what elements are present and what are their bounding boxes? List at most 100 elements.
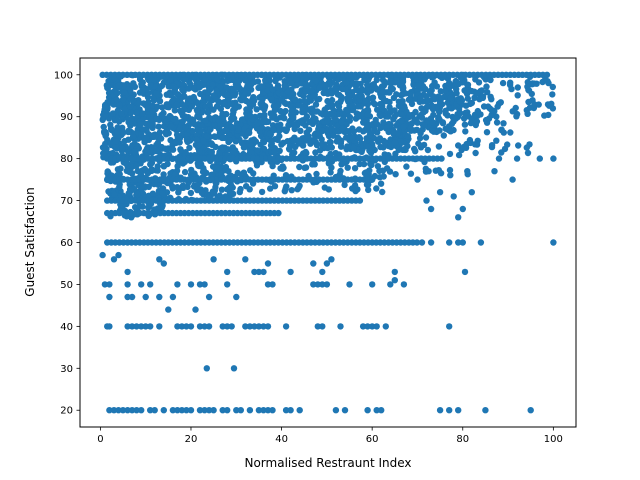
data-point: [278, 96, 286, 103]
data-point: [543, 71, 551, 79]
y-tick-label: 70: [60, 196, 73, 207]
data-point: [467, 119, 475, 127]
data-point: [345, 128, 352, 135]
y-axis: 20 30 40 50 60 70 80 90 100: [54, 70, 80, 417]
data-point: [145, 76, 153, 84]
data-point: [442, 125, 449, 132]
data-point: [230, 115, 238, 122]
data-point: [143, 146, 150, 153]
data-point: [260, 139, 268, 146]
data-point: [149, 133, 156, 140]
data-point: [392, 171, 399, 178]
data-point: [223, 84, 230, 91]
data-point: [302, 122, 309, 129]
data-point: [194, 182, 201, 190]
data-point: [266, 130, 273, 138]
data-point: [276, 147, 283, 154]
data-point: [183, 407, 190, 414]
data-point: [464, 81, 472, 89]
data-point: [218, 186, 226, 193]
data-point: [334, 91, 341, 98]
data-point: [155, 123, 162, 130]
data-point: [264, 281, 272, 288]
data-point: [488, 96, 495, 103]
data-point: [147, 323, 154, 330]
data-point: [282, 107, 289, 115]
data-point: [499, 79, 507, 87]
data-point: [376, 174, 384, 181]
data-point: [147, 161, 154, 168]
data-point: [312, 108, 319, 115]
data-point: [191, 120, 198, 128]
data-point: [310, 281, 317, 288]
data-point: [181, 168, 189, 176]
data-point: [452, 115, 460, 122]
data-point: [258, 83, 266, 90]
data-point: [138, 281, 145, 288]
data-point: [351, 165, 359, 172]
data-point: [174, 323, 181, 330]
data-point: [316, 95, 323, 103]
data-point: [442, 107, 449, 115]
data-point: [134, 190, 141, 198]
data-point: [162, 129, 169, 136]
data-point: [213, 87, 220, 94]
data-point: [545, 111, 552, 119]
data-point: [427, 239, 435, 246]
data-point: [373, 121, 380, 128]
y-tick-label: 50: [60, 280, 73, 291]
data-point: [339, 85, 346, 93]
data-point: [488, 142, 496, 149]
data-point: [467, 139, 474, 147]
data-point: [335, 103, 343, 110]
data-point: [246, 323, 254, 330]
data-point: [549, 83, 556, 91]
data-point: [217, 122, 224, 129]
data-point: [346, 281, 353, 288]
data-point: [117, 165, 124, 172]
data-point: [376, 111, 383, 118]
data-point: [102, 130, 110, 138]
data-point: [192, 306, 199, 313]
data-point: [267, 137, 275, 145]
data-point: [316, 147, 324, 154]
data-point: [354, 80, 361, 88]
data-point: [302, 115, 310, 122]
data-point: [407, 170, 415, 177]
data-point: [373, 185, 380, 192]
data-point: [236, 188, 243, 196]
data-point: [264, 407, 272, 414]
data-point: [137, 121, 144, 128]
data-point: [421, 122, 428, 129]
data-point: [139, 110, 146, 117]
y-tick-label: 30: [60, 364, 73, 375]
data-point: [500, 120, 507, 127]
data-point: [279, 165, 286, 172]
data-point: [159, 190, 166, 197]
data-point: [200, 166, 207, 174]
data-point: [379, 188, 386, 196]
data-point: [208, 140, 215, 147]
data-point: [161, 118, 169, 125]
data-point: [527, 407, 534, 414]
data-point: [139, 183, 146, 190]
x-tick-label: 80: [456, 434, 469, 445]
data-point: [156, 323, 163, 330]
data-point: [260, 116, 268, 124]
data-point: [536, 155, 543, 162]
data-point: [177, 146, 184, 154]
data-point: [287, 80, 295, 87]
data-point: [106, 293, 113, 301]
data-point: [112, 138, 120, 145]
data-point: [319, 323, 326, 330]
data-point: [260, 407, 267, 414]
data-point: [358, 148, 365, 155]
data-point: [346, 97, 354, 104]
y-tick-label: 80: [60, 154, 73, 165]
data-point: [365, 186, 372, 194]
data-point: [168, 182, 176, 190]
data-point: [500, 129, 507, 136]
data-point: [330, 132, 337, 139]
data-point: [230, 107, 237, 114]
